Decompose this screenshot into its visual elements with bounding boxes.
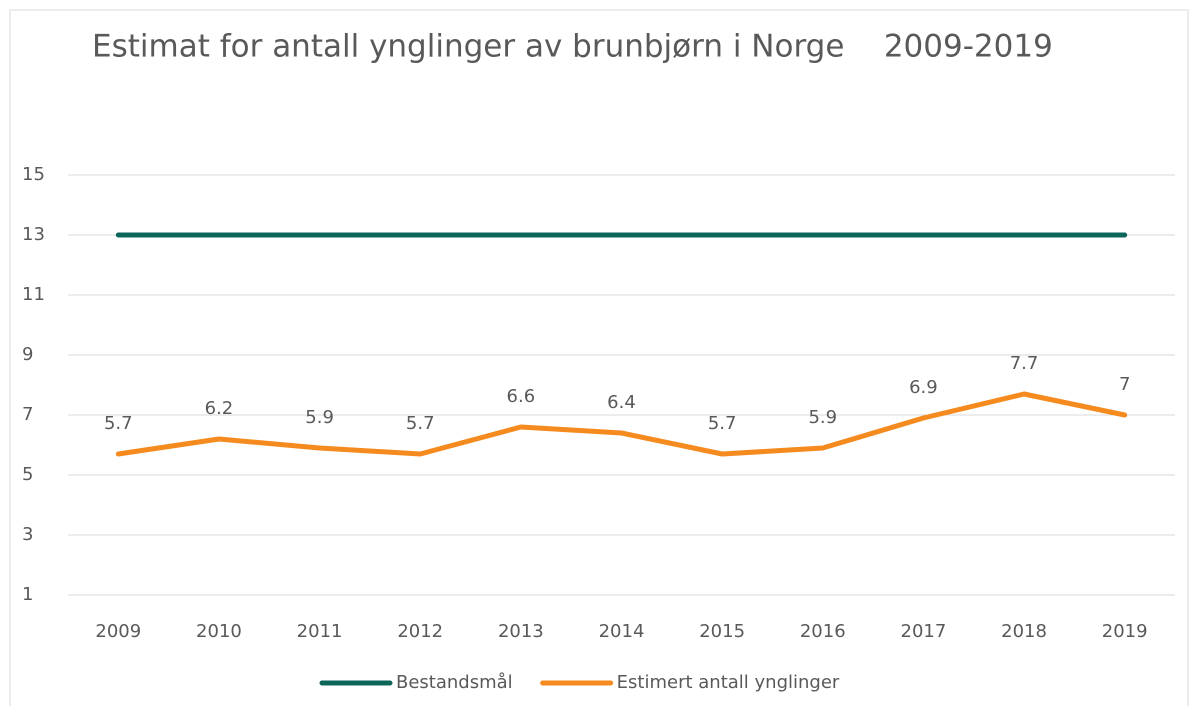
y-tick-label: 13: [22, 224, 45, 245]
y-tick-label: 15: [22, 164, 45, 185]
data-label: 5.9: [808, 407, 837, 428]
y-tick-label: 5: [22, 464, 33, 485]
x-tick-label: 2014: [599, 621, 645, 642]
y-tick-label: 7: [22, 404, 33, 425]
x-tick-label: 2016: [800, 621, 846, 642]
x-tick-label: 2012: [397, 621, 443, 642]
x-tick-label: 2019: [1102, 621, 1148, 642]
series-line: [115, 391, 1128, 457]
y-tick-label: 11: [22, 284, 45, 305]
data-label: 5.7: [406, 413, 435, 434]
x-tick-label: 2011: [297, 621, 343, 642]
legend-label: Bestandsmål: [396, 672, 513, 693]
y-tick-label: 1: [22, 584, 33, 605]
data-label: 6.9: [909, 377, 938, 398]
data-label: 6.6: [507, 386, 536, 407]
data-label: 5.9: [305, 407, 334, 428]
x-tick-label: 2009: [95, 621, 141, 642]
x-tick-label: 2010: [196, 621, 242, 642]
data-label: 5.7: [708, 413, 737, 434]
chart-title: Estimat for antall ynglinger av brunbjør…: [92, 29, 1053, 65]
chart-border: [9, 9, 1189, 706]
data-label: 5.7: [104, 413, 133, 434]
y-tick-label: 9: [22, 344, 33, 365]
x-tick-label: 2017: [901, 621, 947, 642]
data-label: 7: [1119, 374, 1130, 395]
data-label: 7.7: [1010, 353, 1039, 374]
x-tick-label: 2015: [699, 621, 745, 642]
y-tick-label: 3: [22, 524, 33, 545]
data-label: 6.4: [607, 392, 636, 413]
data-label: 6.2: [205, 398, 234, 419]
legend-label: Estimert antall ynglinger: [617, 672, 840, 693]
x-tick-label: 2018: [1001, 621, 1047, 642]
x-tick-label: 2013: [498, 621, 544, 642]
